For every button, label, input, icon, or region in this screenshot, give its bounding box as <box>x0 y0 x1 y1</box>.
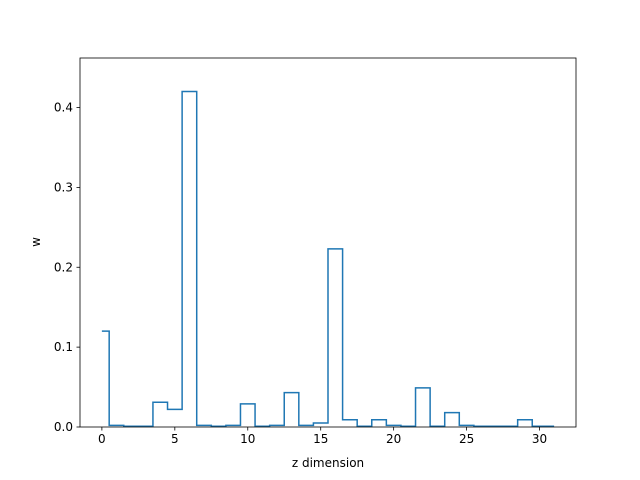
y-tick-label: 0.0 <box>54 420 73 434</box>
y-tick-label: 0.4 <box>54 101 73 115</box>
x-tick-label: 10 <box>240 432 255 446</box>
y-axis-ticks: 0.0 0.1 0.2 0.3 0.4 <box>54 101 80 434</box>
y-tick-label: 0.2 <box>54 260 73 274</box>
x-tick-label: 15 <box>313 432 328 446</box>
y-tick-label: 0.3 <box>54 180 73 194</box>
y-axis-label: w <box>29 237 43 247</box>
x-tick-label: 0 <box>98 432 106 446</box>
series-step-line <box>101 90 555 427</box>
x-tick-label: 30 <box>532 432 547 446</box>
x-tick-label: 5 <box>171 432 179 446</box>
plot-area <box>79 57 577 428</box>
axes-frame <box>79 57 577 428</box>
y-tick-label: 0.1 <box>54 340 73 354</box>
x-tick-label: 25 <box>459 432 474 446</box>
x-axis-label: z dimension <box>292 456 364 470</box>
x-axis-ticks: 0 5 10 15 20 25 30 <box>98 427 547 446</box>
x-tick-label: 20 <box>386 432 401 446</box>
